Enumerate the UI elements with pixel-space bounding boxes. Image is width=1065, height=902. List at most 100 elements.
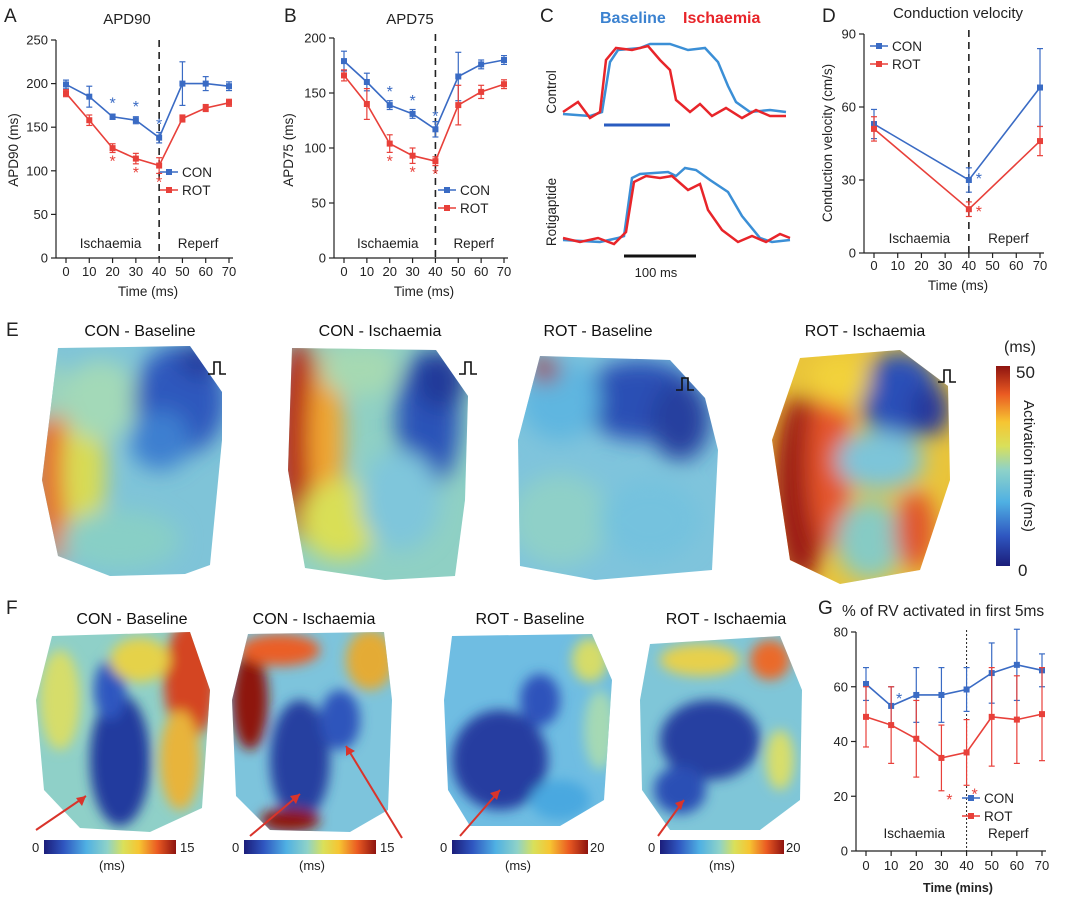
- activation-map: [36, 632, 210, 832]
- data-point: [386, 102, 393, 109]
- y-tick-label: 50: [34, 207, 48, 222]
- significance-star: *: [387, 84, 393, 101]
- region-label: Reperf: [988, 826, 1029, 841]
- stim-pulse-icon: [208, 361, 226, 375]
- data-point: [226, 99, 232, 106]
- x-tick-label: 10: [884, 858, 898, 873]
- colorbar-label: Activation time (ms): [1020, 400, 1037, 532]
- data-point: [963, 686, 970, 693]
- data-point: [156, 162, 163, 169]
- stim-pulse-icon: [459, 361, 477, 375]
- significance-star: *: [896, 691, 902, 708]
- x-tick-label: 50: [985, 258, 999, 273]
- series-line: [343, 74, 505, 163]
- x-tick-label: 0: [62, 264, 69, 279]
- x-tick-label: 70: [222, 264, 236, 279]
- legend-label: ROT: [892, 57, 921, 72]
- x-tick-label: 10: [82, 264, 96, 279]
- arrow-icon: [675, 800, 684, 810]
- legend-marker: [444, 187, 450, 193]
- x-tick-label: 70: [1035, 858, 1049, 873]
- panel-f: F CON - Baseline CON - Ischaemia ROT - B…: [6, 598, 802, 873]
- region-label: Reperf: [988, 231, 1029, 246]
- data-point: [501, 81, 507, 88]
- x-tick-label: 20: [105, 264, 119, 279]
- significance-star: *: [976, 204, 982, 221]
- colorbar: [44, 840, 176, 854]
- colorbar: [996, 366, 1010, 566]
- arrow-icon: [345, 745, 403, 839]
- series-line: [873, 87, 1041, 182]
- scale-bar-label: 100 ms: [635, 265, 678, 280]
- region-label: Ischaemia: [889, 231, 951, 246]
- data-point: [109, 113, 116, 120]
- data-point: [863, 681, 869, 688]
- series-line: [865, 713, 1043, 759]
- activation-map: [772, 350, 950, 584]
- data-point: [432, 126, 439, 133]
- x-tick-label: 30: [934, 858, 948, 873]
- y-axis-label: APD75 (ms): [281, 113, 296, 187]
- stim-pulse-icon: [676, 377, 694, 391]
- y-tick-label: 150: [26, 120, 48, 135]
- x-tick-label: 0: [340, 264, 347, 279]
- map-title: CON - Ischaemia: [319, 323, 442, 340]
- data-point: [1013, 716, 1020, 723]
- legend-marker: [876, 61, 882, 67]
- activation-map: [640, 636, 802, 830]
- data-point: [179, 80, 186, 87]
- panel-g: G % of RV activated in first 5ms Time (m…: [818, 598, 1049, 895]
- x-tick-label: 50: [984, 858, 998, 873]
- x-tick-label: 60: [1010, 858, 1024, 873]
- trace-rot-ischaemia: [562, 174, 791, 246]
- y-tick-label: 0: [849, 246, 856, 261]
- map-title: CON - Baseline: [76, 611, 187, 628]
- data-point: [132, 117, 139, 124]
- data-point: [363, 79, 370, 85]
- y-tick-label: 90: [842, 27, 856, 42]
- activation-map: [518, 356, 718, 580]
- colorbar-min: 0: [1018, 561, 1027, 580]
- arrow-icon: [490, 790, 500, 800]
- significance-star: *: [946, 792, 952, 809]
- data-point: [871, 125, 877, 132]
- y-tick-label: 0: [41, 251, 48, 266]
- panel-c: C Baseline Ischaemia Control Rotigaptide…: [540, 6, 791, 280]
- panel-letter-f: F: [6, 598, 18, 619]
- panel-letter-b: B: [284, 6, 297, 27]
- data-point: [202, 80, 209, 87]
- significance-star: *: [432, 167, 438, 184]
- colorbar-max: 20: [590, 840, 604, 855]
- data-point: [409, 152, 416, 159]
- data-point: [132, 155, 139, 162]
- data-point: [179, 115, 186, 122]
- y-tick-label: 100: [26, 163, 48, 178]
- y-tick-label: 100: [304, 141, 326, 156]
- data-point: [109, 145, 116, 152]
- colorbar: [452, 840, 588, 854]
- arrow-icon: [459, 789, 501, 837]
- legend-marker: [876, 43, 882, 49]
- chart-title: APD90: [103, 11, 151, 28]
- panel-b: B APD75 APD75 (ms) Time (ms) 05010015020…: [281, 6, 511, 299]
- significance-star: *: [976, 171, 982, 188]
- y-tick-label: 150: [304, 86, 326, 101]
- plot-area: 0 50 100 150 200 250 0 10 20 30 40 50 60 70 Ischaemia R…: [26, 33, 236, 280]
- activation-map: [232, 632, 392, 832]
- region-label: Ischaemia: [884, 826, 946, 841]
- x-axis-label: Time (ms): [928, 278, 988, 293]
- colorbar: [660, 840, 784, 854]
- data-point: [455, 73, 462, 80]
- legend-marker: [968, 795, 974, 801]
- x-tick-label: 40: [962, 258, 976, 273]
- y-tick-label: 60: [842, 100, 856, 115]
- data-point: [1037, 138, 1043, 145]
- y-tick-label: 80: [834, 625, 848, 640]
- colorbar-unit: (ms): [1004, 339, 1036, 356]
- region-label: Reperf: [178, 236, 219, 251]
- colorbar-max: 50: [1016, 363, 1035, 382]
- data-point: [156, 134, 163, 141]
- activation-map: [444, 634, 612, 826]
- data-point: [913, 735, 920, 742]
